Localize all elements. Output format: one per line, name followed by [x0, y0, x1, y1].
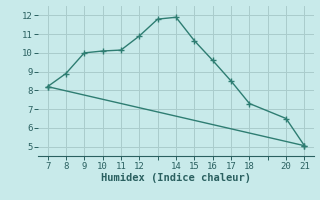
X-axis label: Humidex (Indice chaleur): Humidex (Indice chaleur) — [101, 173, 251, 183]
